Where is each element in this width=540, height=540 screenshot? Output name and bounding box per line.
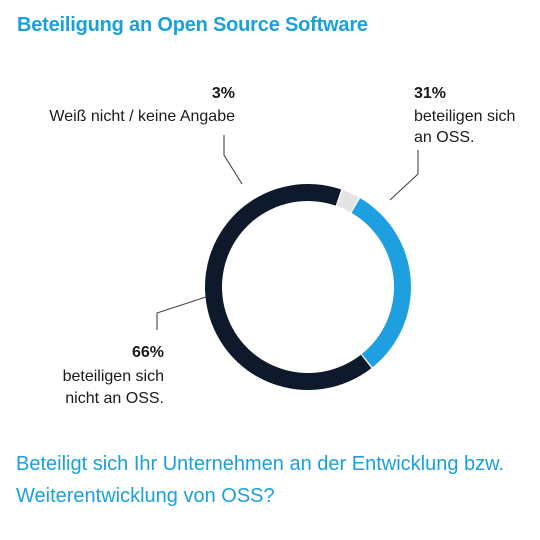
donut-slice-31 — [351, 198, 411, 368]
slice-description-label: Weiß nicht / keine Angabe — [49, 108, 235, 125]
donut-slice-3 — [336, 189, 359, 213]
slice-percent-label: 3% — [212, 85, 235, 102]
slice-description-label: beteiligen sich — [63, 368, 164, 385]
slice-percent-label: 31% — [414, 85, 446, 102]
leader-line-66 — [156, 296, 207, 330]
slice-description-label: nicht an OSS. — [65, 390, 164, 407]
donut-slice-66 — [205, 183, 372, 391]
leader-line-31 — [389, 150, 419, 201]
slice-description-label: an OSS. — [414, 129, 474, 146]
leader-line-3 — [223, 135, 243, 185]
survey-question: Beteiligt sich Ihr Unternehmen an der En… — [16, 453, 505, 507]
slice-description-label: beteiligen sich — [414, 108, 515, 125]
slice-percent-label: 66% — [132, 344, 164, 361]
chart-title: Beteiligung an Open Source Software — [17, 14, 368, 36]
